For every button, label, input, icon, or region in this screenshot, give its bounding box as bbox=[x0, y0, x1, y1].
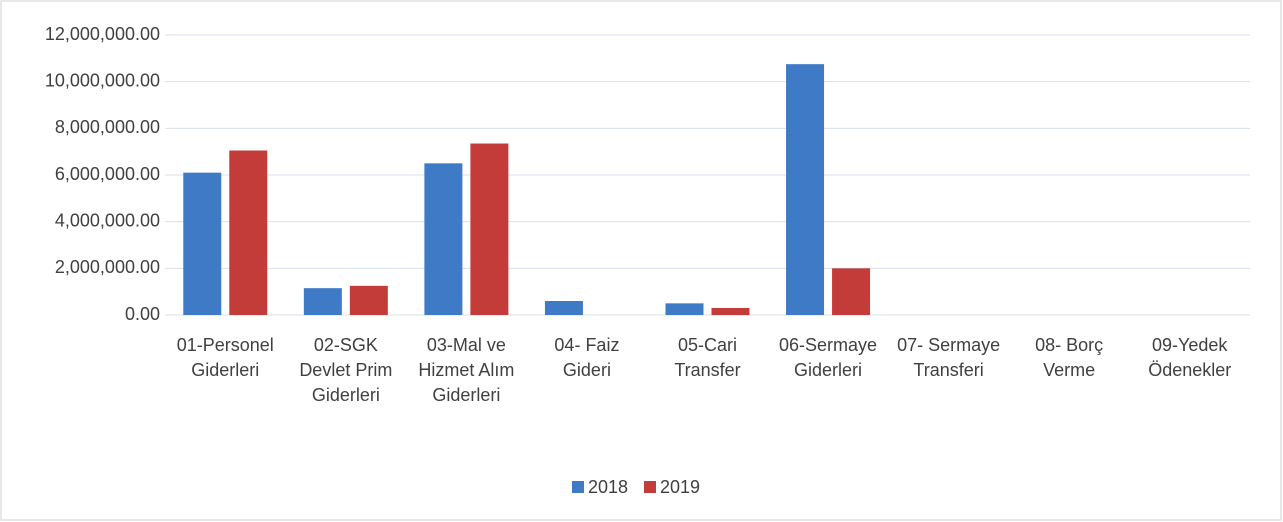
x-tick-label: 07- Sermaye Transferi bbox=[897, 335, 1001, 380]
bar bbox=[544, 301, 583, 315]
x-tick-label: 04- Faiz Gideri bbox=[554, 335, 620, 380]
y-tick-label: 6,000,000.00 bbox=[55, 164, 160, 184]
y-tick-label: 2,000,000.00 bbox=[55, 257, 160, 277]
y-tick-label: 0.00 bbox=[125, 304, 160, 324]
x-tick-label: 08- Borç Verme bbox=[1035, 335, 1104, 380]
bar bbox=[470, 143, 509, 315]
y-tick-label: 12,000,000.00 bbox=[45, 24, 160, 44]
bar bbox=[303, 288, 342, 315]
y-tick-label: 10,000,000.00 bbox=[45, 70, 160, 90]
x-tick-label: 06-Sermaye Giderleri bbox=[779, 335, 878, 380]
bar bbox=[786, 64, 825, 316]
x-tick-label: 01-Personel Giderleri bbox=[176, 335, 274, 380]
legend-label: 2018 bbox=[588, 477, 628, 497]
y-tick-label: 4,000,000.00 bbox=[55, 210, 160, 230]
bar bbox=[183, 172, 222, 315]
x-tick-label: 03-Mal ve Hizmet Alım Giderleri bbox=[418, 335, 515, 405]
bar bbox=[349, 285, 388, 315]
legend-swatch bbox=[572, 481, 584, 493]
bar bbox=[665, 303, 704, 315]
legend-label: 2019 bbox=[660, 477, 700, 497]
bar bbox=[832, 268, 871, 315]
bar bbox=[711, 308, 750, 315]
x-tick-label: 09-Yedek Ödenekler bbox=[1148, 335, 1232, 380]
x-tick-label: 05-Cari Transfer bbox=[674, 335, 741, 380]
bar bbox=[229, 150, 268, 315]
legend-swatch bbox=[644, 481, 656, 493]
bar bbox=[424, 163, 463, 315]
x-tick-label: 02-SGK Devlet Prim Giderleri bbox=[299, 335, 393, 405]
y-tick-label: 8,000,000.00 bbox=[55, 117, 160, 137]
